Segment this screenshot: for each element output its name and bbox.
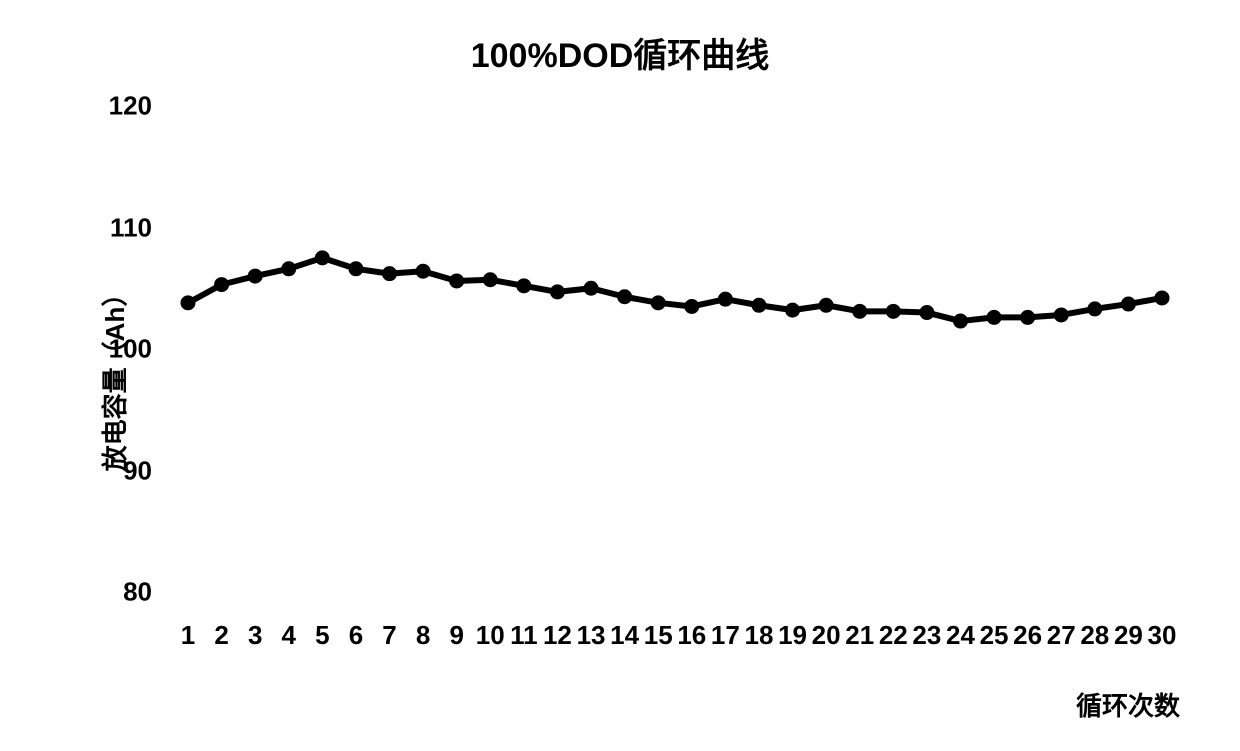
x-tick-label: 26 [1013, 620, 1042, 651]
series-line [188, 258, 1162, 321]
y-tick-label: 90 [82, 455, 152, 486]
x-tick-label: 28 [1080, 620, 1109, 651]
data-point [517, 279, 531, 293]
x-tick-label: 14 [610, 620, 639, 651]
line-series [170, 106, 1180, 592]
y-tick-label: 80 [82, 577, 152, 608]
data-point [483, 273, 497, 287]
x-tick-label: 21 [845, 620, 874, 651]
data-point [450, 274, 464, 288]
x-tick-label: 16 [677, 620, 706, 651]
x-tick-label: 23 [912, 620, 941, 651]
x-tick-label: 5 [315, 620, 329, 651]
data-point [1088, 302, 1102, 316]
data-point [685, 299, 699, 313]
data-point [248, 269, 262, 283]
data-point [550, 285, 564, 299]
x-tick-label: 30 [1148, 620, 1177, 651]
x-tick-label: 4 [282, 620, 296, 651]
x-tick-label: 8 [416, 620, 430, 651]
data-point [349, 262, 363, 276]
data-point [181, 296, 195, 310]
data-point [953, 314, 967, 328]
x-tick-label: 29 [1114, 620, 1143, 651]
x-tick-label: 12 [543, 620, 572, 651]
chart-container: 100%DOD循环曲线 放电容量（Ah） 循环次数 80901001101201… [0, 0, 1240, 751]
y-tick-label: 100 [82, 334, 152, 365]
x-tick-label: 11 [510, 620, 538, 651]
data-point [920, 306, 934, 320]
data-point [1054, 308, 1068, 322]
data-point [618, 290, 632, 304]
data-point [383, 267, 397, 281]
x-tick-label: 7 [382, 620, 396, 651]
data-point [819, 298, 833, 312]
y-tick-label: 120 [82, 91, 152, 122]
x-tick-label: 3 [248, 620, 262, 651]
data-point [786, 303, 800, 317]
data-point [1121, 297, 1135, 311]
x-tick-label: 19 [778, 620, 807, 651]
y-axis-label: 放电容量（Ah） [95, 280, 132, 471]
x-tick-label: 27 [1047, 620, 1076, 651]
x-tick-label: 2 [214, 620, 228, 651]
x-tick-label: 15 [644, 620, 673, 651]
x-axis-label: 循环次数 [1076, 686, 1180, 723]
data-point [853, 304, 867, 318]
data-point [987, 310, 1001, 324]
data-point [215, 278, 229, 292]
x-tick-label: 9 [449, 620, 463, 651]
x-tick-label: 13 [577, 620, 606, 651]
y-tick-label: 110 [82, 212, 152, 243]
data-point [718, 292, 732, 306]
data-point [584, 281, 598, 295]
x-tick-label: 6 [349, 620, 363, 651]
x-tick-label: 22 [879, 620, 908, 651]
data-point [752, 298, 766, 312]
x-tick-label: 17 [711, 620, 740, 651]
x-tick-label: 24 [946, 620, 975, 651]
plot-area [170, 106, 1180, 592]
data-point [886, 304, 900, 318]
data-point [315, 251, 329, 265]
data-point [1155, 291, 1169, 305]
x-tick-label: 10 [476, 620, 505, 651]
data-point [1021, 310, 1035, 324]
x-tick-label: 20 [812, 620, 841, 651]
data-point [651, 296, 665, 310]
x-tick-label: 25 [980, 620, 1009, 651]
chart-title: 100%DOD循环曲线 [0, 28, 1240, 77]
x-tick-label: 1 [181, 620, 195, 651]
data-point [416, 264, 430, 278]
data-point [282, 262, 296, 276]
x-tick-label: 18 [744, 620, 773, 651]
